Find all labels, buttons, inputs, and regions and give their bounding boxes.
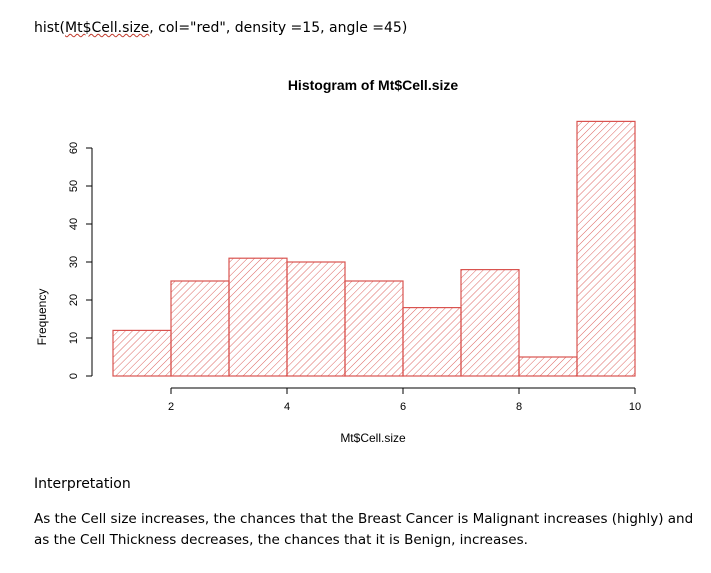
- y-tick-label: 40: [68, 218, 80, 230]
- histogram-bar: [344, 280, 404, 377]
- y-tick-label: 60: [68, 142, 80, 154]
- y-axis: 0 10 20 30 40 50 60: [68, 142, 93, 379]
- code-variable: Mt$Cell.size: [65, 20, 150, 36]
- code-line: hist(Mt$Cell.size, col="red", density =1…: [34, 20, 407, 36]
- x-tick-label: 6: [400, 401, 406, 413]
- y-tick-label: 0: [68, 373, 80, 379]
- code-suffix: , col="red", density =15, angle =45): [149, 20, 408, 36]
- y-axis-label: Frequency: [35, 289, 49, 346]
- histogram-chart: Histogram of Mt$Cell.size Mt$Cell.size F…: [35, 77, 641, 445]
- y-tick-label: 30: [68, 256, 80, 268]
- x-axis-label: Mt$Cell.size: [340, 431, 406, 445]
- histogram-bar: [228, 257, 288, 377]
- histogram-bar: [460, 269, 520, 377]
- chart-title: Histogram of Mt$Cell.size: [288, 77, 459, 93]
- y-tick-label: 10: [68, 332, 80, 344]
- histogram-bar: [286, 261, 346, 377]
- x-tick-label: 8: [516, 401, 522, 413]
- interpretation-paragraph: As the Cell size increases, the chances …: [34, 511, 694, 548]
- histogram-bar: [576, 120, 636, 377]
- histogram-bar: [402, 307, 462, 377]
- histogram-bar: [170, 280, 230, 377]
- x-tick-label: 2: [168, 401, 174, 413]
- histogram-bar: [112, 329, 172, 377]
- code-prefix: hist(: [34, 20, 66, 36]
- x-axis: 2 4 6 8 10: [168, 387, 641, 413]
- x-tick-label: 4: [284, 401, 290, 413]
- bars-group: [112, 120, 636, 377]
- histogram-bar: [518, 356, 578, 377]
- y-tick-label: 50: [68, 180, 80, 192]
- interpretation-heading: Interpretation: [34, 476, 131, 492]
- y-tick-label: 20: [68, 294, 80, 306]
- x-tick-label: 10: [629, 401, 641, 413]
